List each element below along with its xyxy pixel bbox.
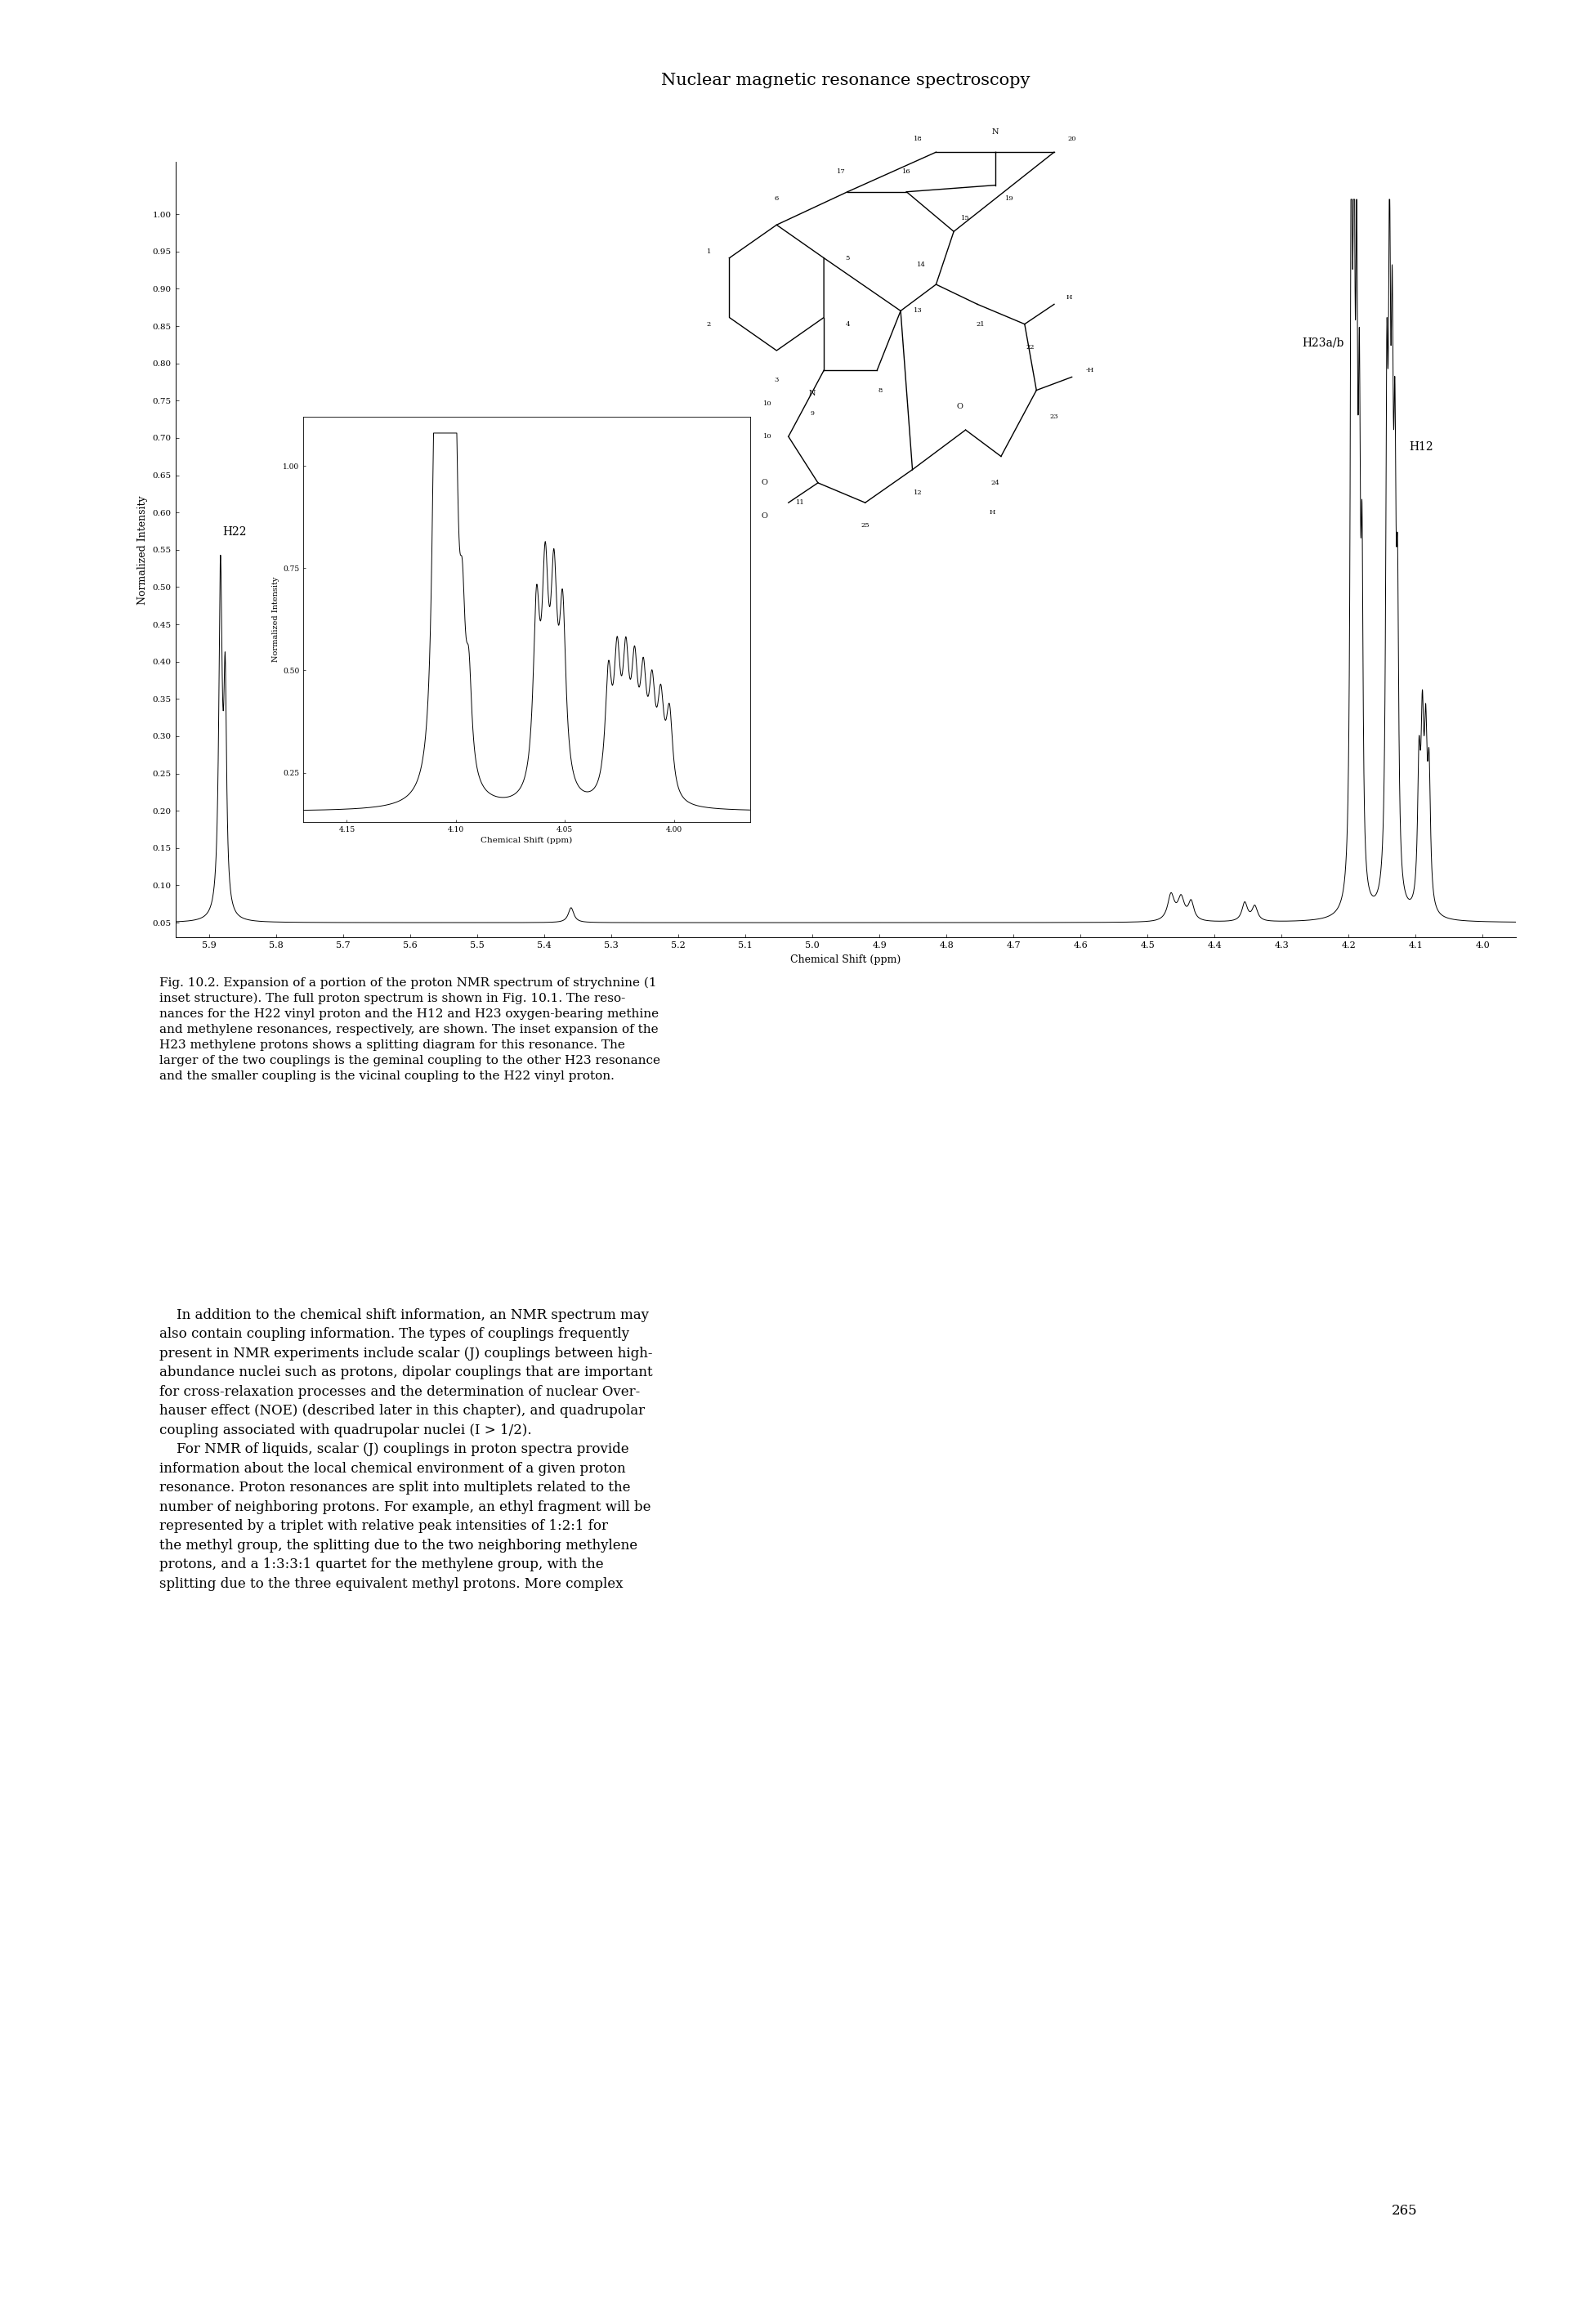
Text: 19: 19 — [1005, 194, 1015, 201]
Text: H23a/b: H23a/b — [1302, 338, 1344, 350]
Text: 11: 11 — [796, 500, 804, 507]
Text: 22: 22 — [1026, 345, 1034, 350]
Text: 5: 5 — [846, 255, 849, 262]
Y-axis label: Normalized Intensity: Normalized Intensity — [271, 576, 279, 662]
Text: -H: -H — [1085, 368, 1093, 373]
Text: 17: 17 — [838, 169, 846, 176]
Text: 10: 10 — [763, 433, 772, 440]
Text: 9: 9 — [811, 410, 814, 417]
Text: 12: 12 — [915, 488, 922, 495]
Text: H: H — [1066, 294, 1073, 301]
Text: 1: 1 — [707, 248, 710, 255]
Text: N: N — [991, 130, 999, 137]
Text: 10: 10 — [763, 400, 772, 407]
Text: 15: 15 — [961, 215, 970, 222]
Text: Fig. 10.2. Expansion of a portion of the proton NMR spectrum of strychnine (1
in: Fig. 10.2. Expansion of a portion of the… — [160, 977, 661, 1081]
Text: 24: 24 — [991, 479, 999, 486]
Text: 265: 265 — [1392, 2204, 1417, 2218]
Text: In addition to the chemical shift information, an NMR spectrum may
also contain : In addition to the chemical shift inform… — [160, 1308, 653, 1590]
Text: N: N — [809, 389, 816, 398]
Text: H: H — [990, 509, 996, 516]
Text: 20: 20 — [1068, 137, 1076, 141]
Text: 14: 14 — [916, 262, 926, 269]
Text: 4: 4 — [846, 322, 849, 326]
Title: Nuclear magnetic resonance spectroscopy: Nuclear magnetic resonance spectroscopy — [661, 72, 1031, 88]
Text: 18: 18 — [915, 137, 922, 141]
Text: 3: 3 — [774, 377, 779, 384]
Text: 8: 8 — [878, 387, 883, 394]
Text: H12: H12 — [1409, 442, 1433, 454]
Text: 16: 16 — [902, 169, 911, 176]
Text: O: O — [761, 512, 768, 519]
X-axis label: Chemical Shift (ppm): Chemical Shift (ppm) — [480, 836, 573, 845]
Text: 23: 23 — [1050, 414, 1058, 419]
Text: 21: 21 — [977, 322, 985, 326]
Text: H22: H22 — [222, 526, 247, 537]
Text: O: O — [761, 479, 768, 486]
X-axis label: Chemical Shift (ppm): Chemical Shift (ppm) — [790, 954, 902, 965]
Text: 2: 2 — [707, 322, 710, 326]
Text: 6: 6 — [774, 194, 779, 201]
Text: 13: 13 — [915, 308, 922, 315]
Y-axis label: Normalized Intensity: Normalized Intensity — [137, 495, 148, 604]
Text: 25: 25 — [860, 523, 870, 530]
Text: O: O — [956, 403, 962, 410]
